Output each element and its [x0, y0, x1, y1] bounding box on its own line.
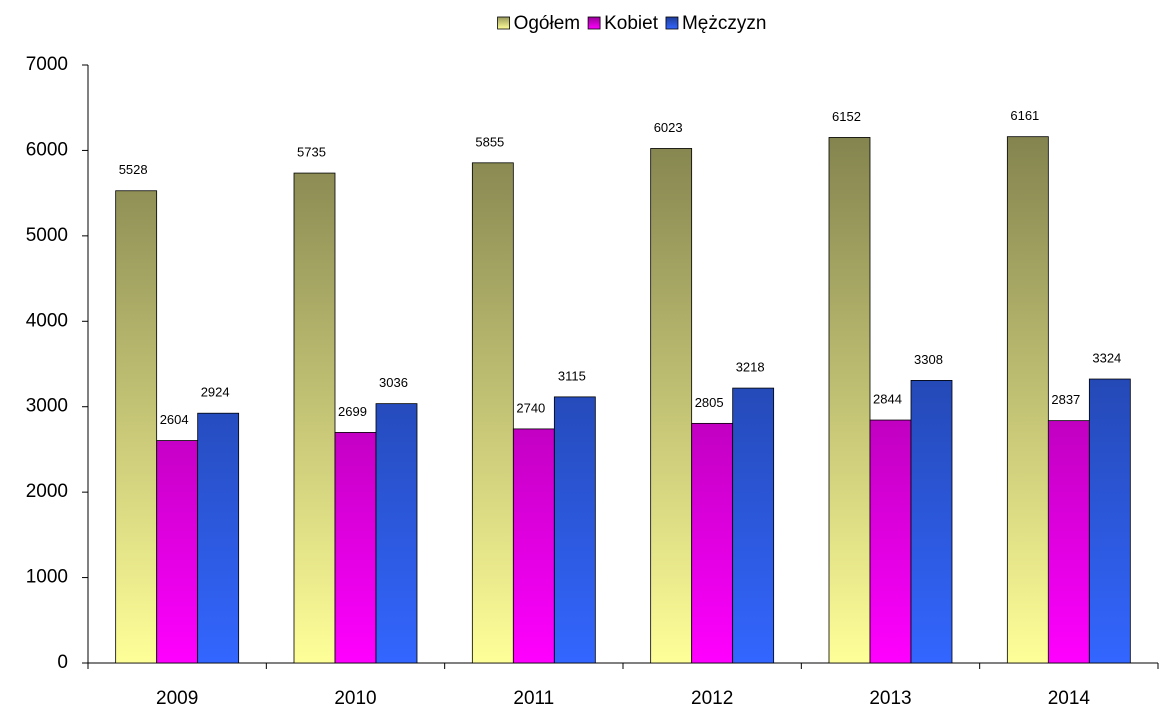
bar [553, 396, 596, 664]
data-label: 5735 [297, 145, 326, 160]
bar [650, 148, 693, 664]
data-label: 3115 [558, 368, 586, 383]
data-label: 3324 [1092, 350, 1121, 365]
legend-swatch [665, 16, 679, 30]
legend-label: Kobiet [604, 13, 659, 34]
data-label: 6152 [832, 109, 861, 124]
bar [512, 428, 555, 664]
x-tick-label: 2009 [156, 688, 198, 709]
bar [869, 419, 912, 664]
data-label: 3308 [914, 352, 943, 367]
y-tick-label: 3000 [26, 396, 68, 417]
bar [375, 403, 418, 664]
bar [293, 172, 336, 664]
bar [471, 162, 514, 664]
bar [1047, 420, 1090, 664]
data-label: 2699 [338, 404, 367, 419]
bar [115, 190, 158, 664]
legend-label: Mężczyzn [682, 13, 766, 34]
data-label: 6161 [1010, 108, 1039, 123]
data-label: 2844 [873, 391, 902, 406]
data-label: 2924 [201, 385, 230, 400]
y-tick-label: 7000 [26, 54, 68, 75]
data-label: 2604 [160, 412, 189, 427]
data-label: 2740 [516, 400, 545, 415]
x-tick-label: 2010 [334, 688, 376, 709]
bar [197, 412, 240, 664]
legend-swatch [587, 16, 601, 30]
data-label: 6023 [654, 120, 683, 135]
x-tick-label: 2014 [1048, 688, 1091, 709]
y-tick-label: 0 [57, 652, 68, 673]
bar [691, 422, 734, 664]
x-tick-label: 2012 [691, 688, 733, 709]
bar [732, 387, 775, 664]
data-label: 2805 [695, 395, 724, 410]
legend: Ogółem Kobiet Mężczyzn [497, 13, 766, 34]
bar [1088, 378, 1131, 664]
data-label: 5528 [119, 162, 148, 177]
y-tick-label: 2000 [26, 481, 68, 502]
bar [1006, 136, 1049, 664]
bar [156, 440, 199, 664]
y-tick-label: 6000 [26, 139, 68, 160]
y-tick-label: 5000 [26, 225, 68, 246]
x-tick-label: 2011 [513, 688, 554, 709]
legend-label: Ogółem [514, 13, 581, 34]
data-label: 5855 [475, 134, 504, 149]
data-label: 3036 [379, 375, 408, 390]
bar [828, 137, 871, 664]
bar [334, 432, 377, 664]
data-label: 3218 [736, 360, 765, 375]
bar [910, 380, 953, 664]
data-label: 2837 [1051, 392, 1080, 407]
y-tick-label: 1000 [26, 567, 68, 588]
x-tick-label: 2013 [869, 688, 911, 709]
y-tick-label: 4000 [26, 310, 68, 331]
legend-swatch [497, 16, 510, 30]
